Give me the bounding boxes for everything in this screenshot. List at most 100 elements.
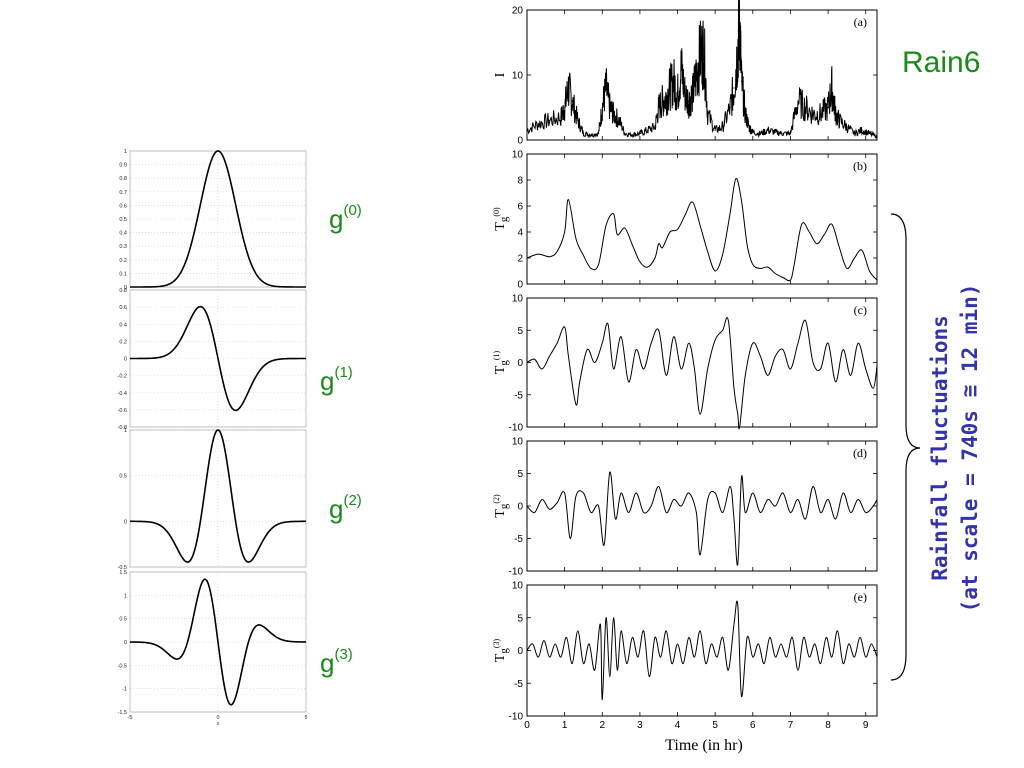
- y-tick-label: -5: [514, 679, 523, 690]
- series-line: [526, 317, 878, 430]
- y-axis-label: I: [493, 72, 508, 77]
- data-point: [707, 113, 709, 115]
- data-point: [868, 132, 871, 135]
- y-axis-label: Tg(2): [492, 494, 510, 518]
- data-point: [673, 80, 675, 83]
- g3-curve: [130, 578, 306, 706]
- y-axis-label-sub: g: [498, 503, 510, 509]
- y-tick-label: -1.5: [118, 710, 127, 716]
- y-tick-label: -10: [509, 423, 524, 434]
- y-tick-label: 0.8: [119, 288, 127, 294]
- data-point: [669, 87, 671, 89]
- y-tick-label: 20: [512, 6, 524, 17]
- y-tick-label: 0.6: [119, 203, 127, 209]
- data-point: [676, 93, 679, 96]
- y-tick-label: 10: [512, 437, 524, 448]
- data-point: [737, 48, 739, 50]
- series-line: [526, 178, 878, 282]
- y-axis-label: Tg(3): [492, 638, 510, 662]
- y-tick-label: 0: [517, 280, 523, 291]
- data-point: [722, 126, 724, 128]
- fluctuations-line-2: (at scale = 740s ≅ 12 min): [958, 283, 982, 613]
- y-axis-label-main: T: [493, 509, 508, 518]
- g2-label: g(2): [329, 492, 362, 524]
- data-point: [703, 48, 705, 50]
- y-tick-label: -0.5: [118, 565, 127, 571]
- panel-a: 0 10 20 (a) I: [493, 0, 878, 147]
- y-tick-label: 10: [512, 71, 524, 82]
- y-axis-label-text: Tg(1): [492, 350, 510, 374]
- data-point: [774, 131, 776, 133]
- panel-letter: (b): [853, 159, 867, 173]
- y-axis-label-text: Tg(0): [492, 207, 510, 231]
- y-axis-label: Tg(0): [492, 207, 510, 231]
- panel-letter: (a): [854, 15, 867, 29]
- y-tick-label: 6: [517, 202, 523, 213]
- data-point: [699, 54, 701, 57]
- fluctuations-line-1: Rainfall fluctuations: [928, 315, 952, 581]
- x-tick-label: 4: [675, 720, 681, 731]
- intensity-series-line: [526, 0, 877, 139]
- y-tick-label: 1: [124, 149, 127, 155]
- y-tick-label: 0.4: [119, 231, 127, 237]
- data-point: [688, 100, 690, 102]
- y-tick-label: 0: [517, 502, 523, 513]
- data-point: [695, 74, 697, 76]
- data-point: [684, 93, 686, 96]
- y-tick-label: 0: [124, 640, 127, 646]
- y-tick-label: 8: [517, 176, 523, 187]
- data-point: [548, 119, 551, 122]
- y-tick-label: 0.1: [119, 271, 127, 277]
- y-tick-label: 0: [124, 519, 127, 525]
- rainfall-fluctuations-label: Rainfall fluctuations (at scale = 740s ≅…: [925, 284, 985, 613]
- data-point: [838, 119, 840, 122]
- x-tick-label: -5: [128, 715, 133, 721]
- panel-letter: (d): [853, 446, 867, 460]
- rain6-label: Rain6: [902, 46, 981, 79]
- data-point: [597, 132, 600, 135]
- data-point: [609, 106, 611, 109]
- y-tick-label: 10: [512, 294, 524, 305]
- y-tick-label: 4: [517, 228, 523, 239]
- data-point: [665, 97, 667, 99]
- g0-panel: 0 0.1 0.2 0.3 0.4 0.5 0.6 0.7 0.8 0.9 1: [119, 149, 307, 291]
- y-tick-label: 0: [517, 136, 523, 147]
- data-point: [835, 113, 837, 115]
- data-point: [782, 132, 784, 135]
- y-axis-label-sub: g: [498, 360, 510, 366]
- g2-panel: 1 0.5 0 -0.5: [118, 428, 307, 571]
- data-point: [819, 113, 822, 115]
- data-point: [526, 129, 528, 131]
- data-point: [767, 129, 769, 131]
- y-tick-label: 10: [512, 150, 524, 161]
- x-tick-label: 0: [524, 720, 530, 731]
- data-point: [577, 119, 579, 122]
- curly-brace: [890, 213, 921, 681]
- x-tick-label: 8: [825, 720, 831, 731]
- data-point: [827, 106, 829, 109]
- y-tick-label: 1: [124, 428, 127, 434]
- data-point: [876, 136, 878, 138]
- y-tick-label: -10: [509, 712, 524, 723]
- plot-frame: [526, 584, 878, 717]
- plot-frame: [526, 153, 878, 285]
- g1-panel: 0.8 0.6 0.4 0.2 0 -0.2 -0.4 -0.6 -0.8: [118, 288, 307, 431]
- y-tick-label: 2: [517, 254, 523, 265]
- y-axis-label-main: T: [493, 365, 508, 374]
- data-point: [853, 132, 856, 135]
- x-tick-label: 6: [750, 720, 756, 731]
- data-point: [744, 113, 746, 115]
- series-line: [526, 471, 878, 566]
- x-axis-label: Time (in hr): [665, 737, 743, 754]
- y-tick-label: 0.2: [119, 258, 127, 264]
- x-tick-label: 3: [637, 720, 643, 731]
- y-axis-label-sup: (3): [492, 638, 501, 648]
- data-point: [567, 87, 569, 89]
- y-tick-label: 5: [517, 326, 523, 337]
- data-point: [571, 100, 573, 102]
- y-tick-label: 0.5: [119, 217, 127, 223]
- data-point: [560, 116, 562, 118]
- x-tick-label: 0: [216, 715, 219, 721]
- g0-label: g(0): [329, 202, 362, 234]
